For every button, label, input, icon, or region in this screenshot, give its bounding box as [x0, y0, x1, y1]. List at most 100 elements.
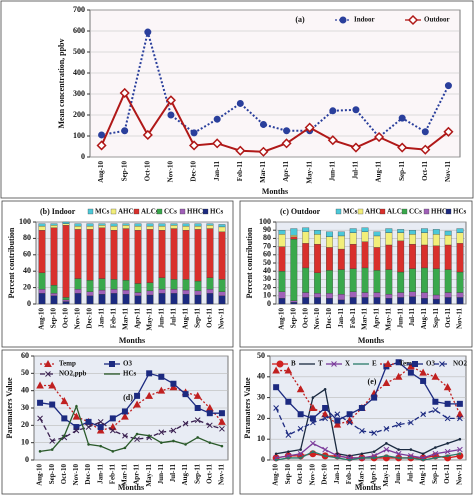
- bar-segment: [290, 236, 298, 240]
- bar-segment: [170, 223, 178, 226]
- marker: [348, 454, 351, 458]
- y-tick-label: 70: [263, 241, 271, 250]
- marker: [49, 401, 56, 408]
- y-tick-label: 60: [23, 250, 31, 259]
- x-tick-label: Dec-10: [321, 464, 329, 485]
- x-tick-label: Jun-11: [394, 464, 402, 485]
- marker: [38, 450, 42, 453]
- x-tick-label: Nov-10: [313, 308, 321, 330]
- bar-segment: [326, 298, 333, 305]
- marker: [333, 420, 342, 428]
- marker: [311, 450, 315, 453]
- bar-segment: [110, 279, 118, 290]
- x-tick-label: Jan-11: [98, 308, 106, 328]
- marker: [334, 417, 341, 424]
- x-tick-label: Oct-10: [296, 464, 304, 485]
- x-tick-label: Dec-10: [86, 308, 94, 329]
- bar-segment: [349, 268, 357, 292]
- x-tick-label: Sep-11: [193, 464, 201, 484]
- bar-segment: [421, 244, 428, 269]
- line: [39, 404, 223, 453]
- marker: [170, 427, 177, 434]
- y-tick-label: 0: [81, 152, 85, 161]
- marker: [421, 452, 425, 456]
- marker: [372, 450, 376, 453]
- marker: [45, 371, 51, 377]
- bar-segment: [421, 228, 428, 233]
- bar-segment: [432, 298, 440, 305]
- marker: [158, 373, 165, 380]
- marker: [75, 404, 78, 408]
- bar-segment: [456, 243, 464, 273]
- x-tick-label: Aug-10: [36, 464, 44, 486]
- bar-segment: [314, 234, 321, 245]
- y-tick-label: 0: [27, 299, 31, 308]
- marker: [147, 434, 151, 438]
- line: [39, 418, 223, 442]
- marker: [97, 419, 104, 425]
- marker: [444, 448, 451, 455]
- marker: [398, 114, 406, 122]
- marker: [346, 411, 353, 418]
- bar-segment: [86, 291, 94, 296]
- y-tick-label: 100: [19, 217, 31, 226]
- bar-segment: [38, 289, 46, 294]
- y-tick-label: 50: [263, 258, 271, 267]
- marker: [119, 87, 130, 99]
- marker: [284, 366, 293, 374]
- bar-segment: [397, 240, 405, 273]
- marker: [350, 142, 361, 153]
- bar-segment: [158, 293, 166, 305]
- line: [39, 372, 222, 428]
- bar-segment: [158, 225, 166, 231]
- x-tick-label: Mar-11: [361, 308, 369, 330]
- marker: [431, 372, 440, 380]
- x-tick-label: Aug-10: [38, 308, 46, 330]
- x-tick-label: Oct-10: [60, 464, 68, 485]
- marker: [432, 450, 439, 457]
- marker: [408, 419, 414, 426]
- marker: [111, 450, 115, 453]
- bar-segment: [302, 297, 310, 305]
- panel-frame: [239, 200, 473, 348]
- line: [276, 365, 461, 426]
- bar-segment: [314, 243, 321, 273]
- bar-segment: [206, 228, 214, 278]
- y-axis-label: Paramaters Value: [243, 377, 252, 439]
- panel-frame: [1, 349, 234, 495]
- x-tick-label: Mar-11: [122, 308, 130, 330]
- legend-label: HHCs: [187, 208, 206, 216]
- bar-segment: [278, 230, 286, 235]
- marker: [157, 386, 166, 394]
- panel-frame: [239, 349, 473, 495]
- y-tick-label: 700: [73, 5, 85, 14]
- panel-title: (c) Outdoor: [280, 207, 321, 216]
- bar-segment: [122, 289, 130, 295]
- bar-segment: [278, 246, 286, 272]
- bar-segment: [432, 294, 440, 300]
- y-tick-label: 30: [21, 403, 29, 412]
- y-tick-label: 10: [263, 291, 271, 300]
- y-tick-label: 90: [263, 225, 271, 234]
- x-tick-label: Apr-11: [133, 464, 141, 485]
- bar-segment: [385, 298, 393, 305]
- bar-segment: [110, 293, 118, 305]
- bar-segment: [314, 293, 321, 298]
- marker: [167, 111, 175, 119]
- line: [276, 442, 460, 459]
- bar-segment: [349, 297, 357, 305]
- bar-segment: [62, 225, 70, 298]
- bar-segment: [38, 223, 46, 227]
- x-tick-label: Mar-11: [121, 464, 129, 486]
- bar-segment: [62, 221, 70, 224]
- bar-segment: [218, 291, 226, 296]
- marker: [443, 383, 452, 391]
- marker: [420, 411, 426, 418]
- marker: [321, 410, 329, 418]
- bar-segment: [326, 231, 333, 237]
- bar-segment: [110, 225, 118, 231]
- legend-label: HCs: [123, 370, 137, 378]
- legend-swatch: [179, 208, 186, 215]
- marker: [374, 131, 385, 143]
- x-tick-label: Jun-11: [328, 161, 336, 182]
